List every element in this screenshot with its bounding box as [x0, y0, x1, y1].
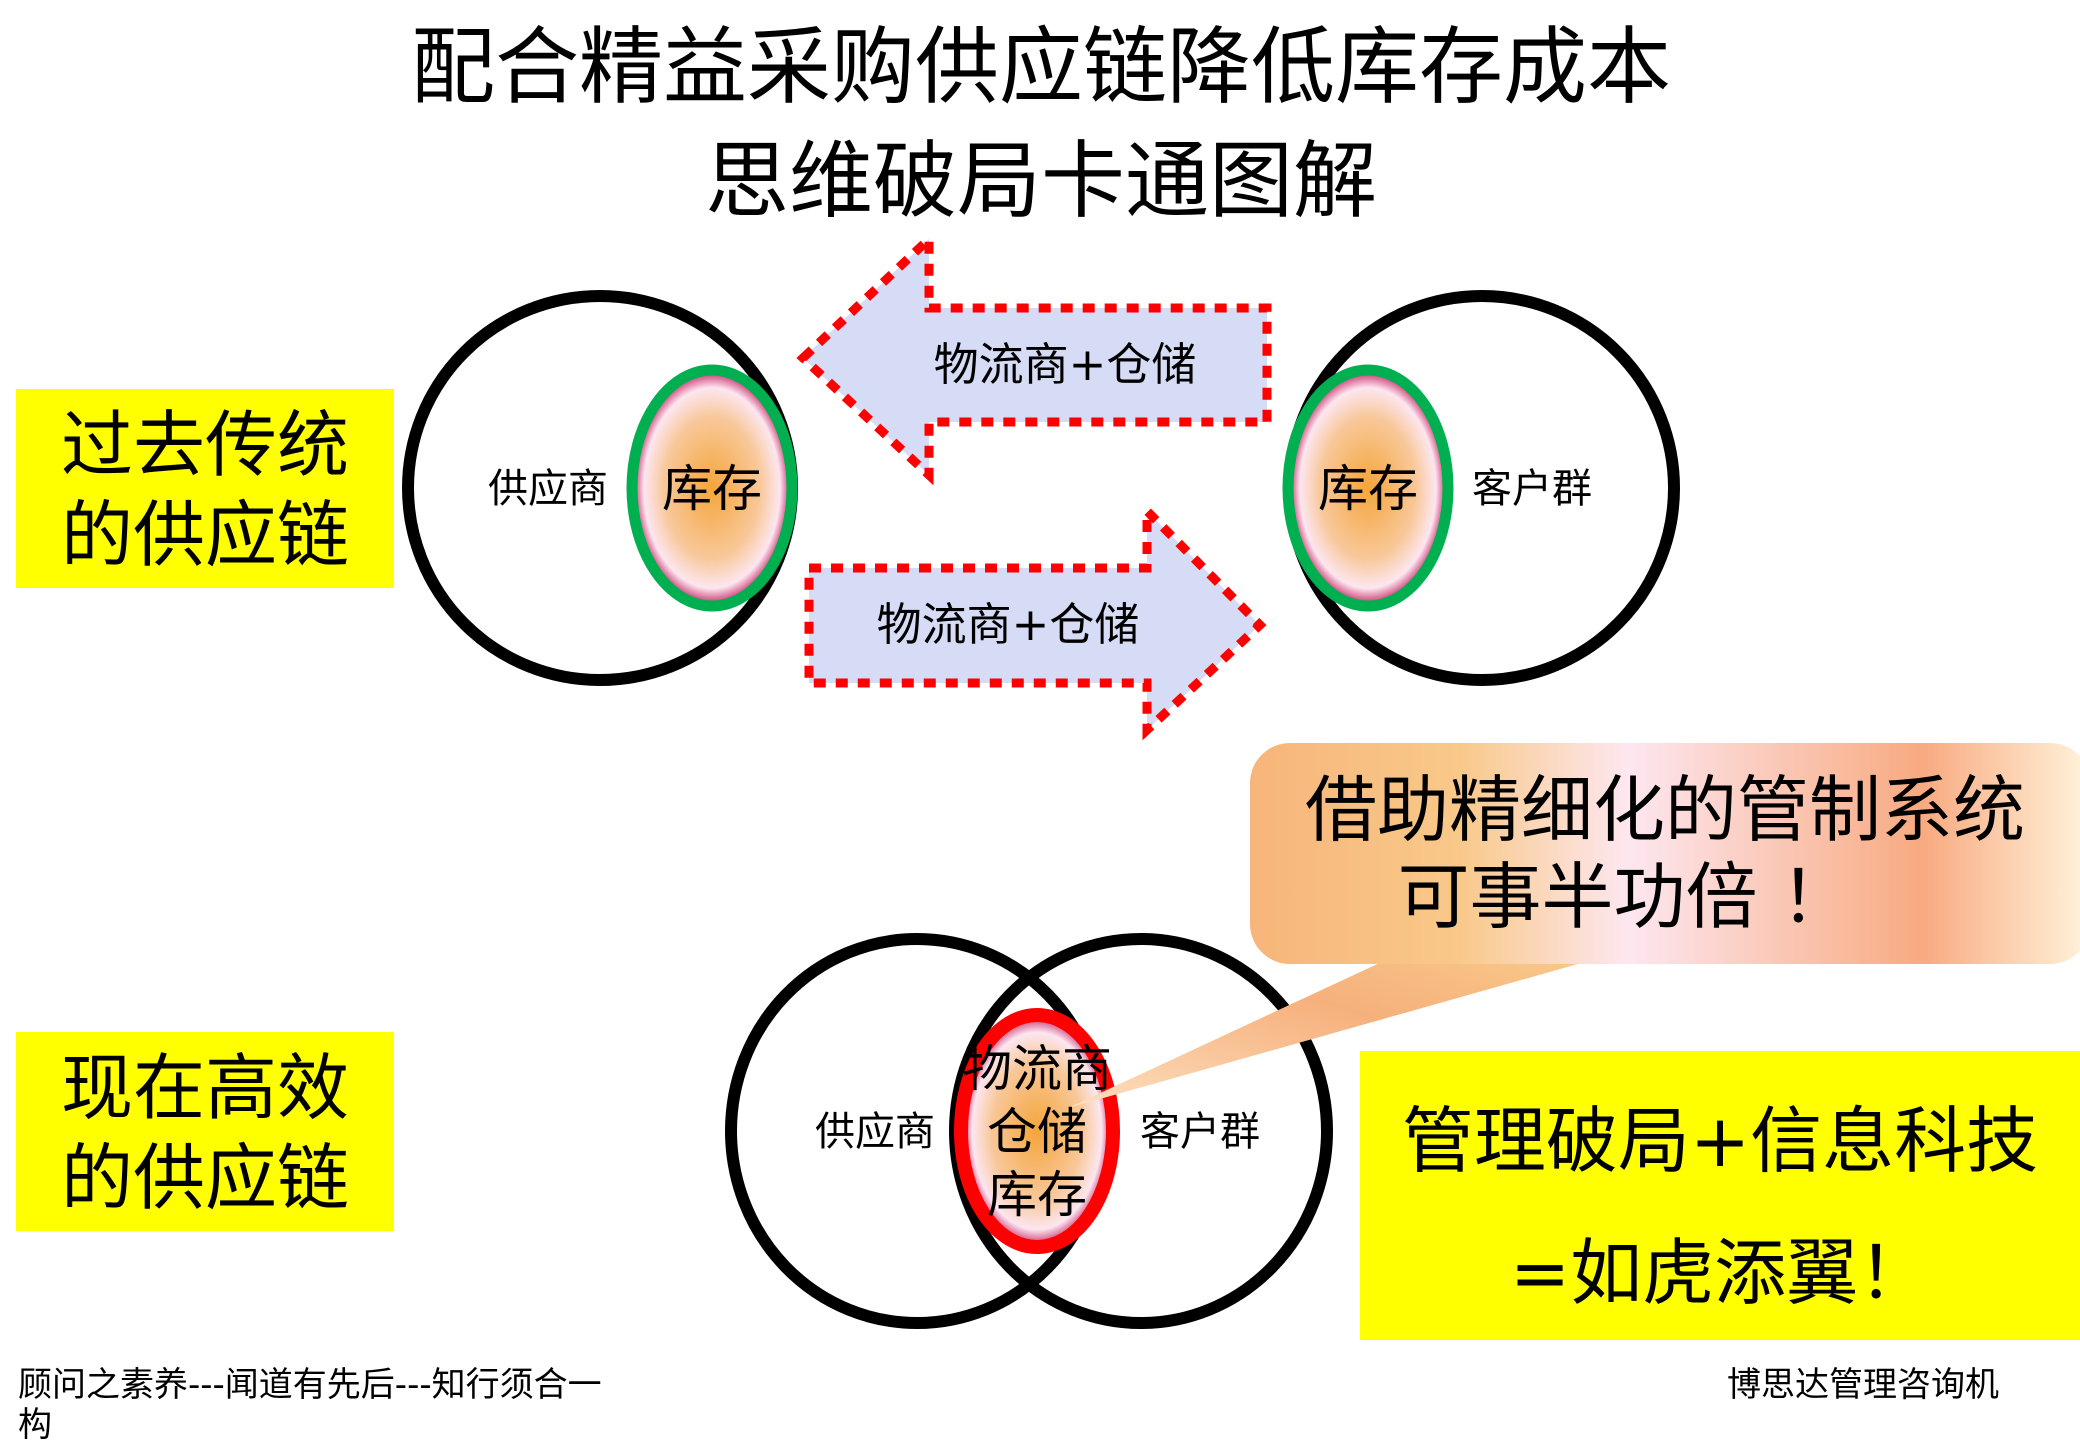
highlight-line1: 管理破局+信息科技	[1402, 1099, 2038, 1183]
footer-right: 博思达管理咨询机	[1727, 1365, 1999, 1405]
present-center-line2: 仓储	[987, 1103, 1087, 1161]
past-label-box	[16, 389, 394, 588]
arrow-bottom-label: 物流商+仓储	[877, 598, 1140, 651]
title-line1: 配合精益采购供应链降低库存成本	[411, 18, 1671, 116]
past-inventory-left-ellipse	[626, 364, 798, 612]
past-inventory-right-ellipse	[1282, 364, 1454, 612]
highlight-line2: =如虎添翼！	[1510, 1231, 1930, 1315]
present-label-line1: 现在高效	[61, 1046, 349, 1130]
title-line2: 思维破局卡通图解	[705, 132, 1377, 230]
present-customer-label: 客户群	[1140, 1109, 1260, 1155]
present-center-line3: 库存	[987, 1166, 1087, 1224]
past-inventory-left: 库存	[662, 460, 762, 518]
callout-line1: 借助精细化的管制系统	[1305, 768, 2025, 852]
callout-pointer	[1068, 960, 1592, 1108]
present-center-ellipse	[954, 1008, 1120, 1254]
present-supplier-label: 供应商	[815, 1109, 935, 1155]
arrow-left-logistics	[796, 228, 1272, 486]
arrow-top-label: 物流商+仓储	[934, 338, 1197, 391]
past-supplier-label: 供应商	[488, 466, 608, 512]
present-label-box	[16, 1032, 394, 1231]
present-center-line1: 物流商	[962, 1040, 1112, 1098]
past-label-line1: 过去传统	[61, 403, 349, 487]
past-inventory-right: 库存	[1318, 460, 1418, 518]
past-label-line2: 的供应链	[61, 493, 349, 577]
callout-box	[1250, 743, 2080, 964]
callout-line2: 可事半功倍 ！	[1398, 855, 1853, 939]
past-customer-label: 客户群	[1472, 466, 1592, 512]
footer-left-line2: 构	[18, 1405, 52, 1440]
arrow-right-logistics	[804, 500, 1267, 741]
highlight-box	[1360, 1051, 2080, 1340]
present-label-line2: 的供应链	[61, 1136, 349, 1220]
footer-left-line1: 顾问之素养---闻道有先后---知行须合一	[18, 1365, 602, 1405]
